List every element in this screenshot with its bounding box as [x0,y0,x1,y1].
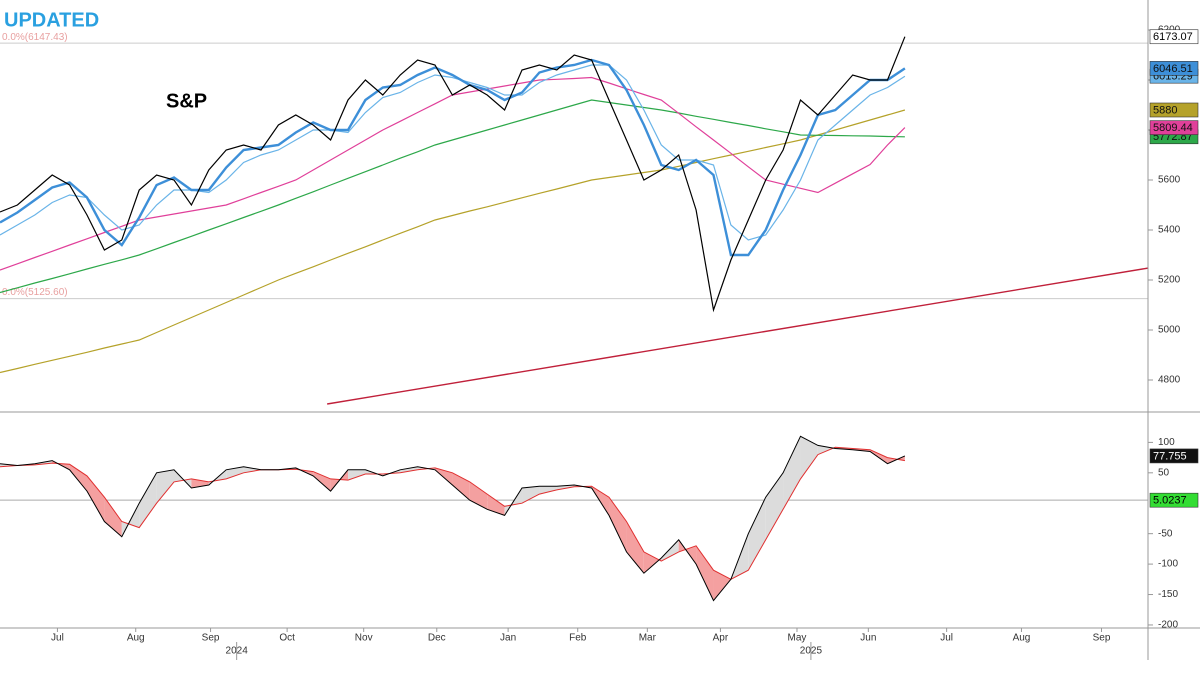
value-tag: 5809.44 [1153,122,1193,134]
osc-fill [313,471,331,492]
osc-line [0,446,905,580]
x-tick-label: Mar [639,633,657,644]
chart-title: UPDATED [4,9,99,31]
x-tick-label: May [788,633,807,644]
osc-fill [69,464,88,492]
x-tick-label: Jul [51,633,64,644]
value-tag-box [1149,102,1199,118]
price-line [0,109,906,374]
marks-layer [0,36,1149,602]
chart-subtitle: S&P [166,90,207,112]
osc-line [0,435,906,602]
osc-fill [87,475,105,522]
value-tag-box [1149,61,1199,76]
osc-tick-label: 100 [1158,437,1175,448]
value-tag-box [1149,448,1199,464]
x-tick-label: Oct [279,633,295,644]
osc-fill [643,551,662,574]
level-label: 0.0%(5125.60) [2,287,68,298]
x-tick-label: Sep [1093,633,1111,644]
x-tick-label: Aug [127,633,145,644]
y-tick-label: 5200 [1158,275,1181,286]
price-line [0,58,906,257]
osc-fill [487,494,505,516]
osc-tick-label: -200 [1158,620,1178,631]
osc-fill [713,570,731,601]
trendline [327,267,1149,405]
x-tick-label: Dec [428,633,446,644]
y-tick-label: 5600 [1158,175,1181,186]
x-tick-label: Sep [202,633,220,644]
osc-fill [748,497,766,571]
x-tick-label: Feb [569,633,587,644]
osc-fill [400,466,418,473]
osc-fill [800,436,818,479]
grid-layer: Jul Aug Sep Oct Nov Dec Jan Feb Mar Apr May Jun Jul A… [0,25,1181,660]
osc-fill [348,469,366,481]
osc-tick-label: -150 [1158,589,1178,600]
y-tick-label: 5400 [1158,225,1181,236]
value-tag: 6046.51 [1153,63,1193,75]
osc-tick-label: -100 [1158,559,1178,570]
osc-fill [522,486,540,504]
y-tick-label: 4800 [1158,375,1181,386]
x-tick-label: Aug [1013,633,1031,644]
osc-fill [156,469,175,504]
level-label: 0.0%(6147.43) [2,32,68,43]
x-tick-label: Nov [355,633,373,644]
value-tag-box [1149,120,1199,135]
price-line [0,99,905,294]
osc-fill [539,486,557,495]
value-tag-box [1149,29,1199,45]
osc-fill [191,478,209,489]
value-tag: 6173.07 [1153,31,1193,43]
osc-fill [139,472,157,528]
tags-layer: 58805772.875809.446015.296046.516173.075… [1149,29,1199,508]
value-tag: 5880 [1153,104,1177,116]
y-tick-label: 5000 [1158,325,1181,336]
price-line [0,64,906,241]
x-tick-label: Jul [940,633,953,644]
osc-fill [104,497,122,537]
osc-fill [226,466,244,479]
value-tag-box [1149,492,1199,508]
x-tick-label: Apr [713,633,729,644]
osc-fill [696,545,714,601]
value-tag: 5.0237 [1153,495,1187,507]
osc-fill [243,466,262,473]
osc-fill [783,436,801,510]
osc-tick-label: -50 [1158,528,1173,539]
value-tag: 77.755 [1153,450,1187,462]
osc-fill [626,521,644,574]
x-tick-label: Jun [860,633,876,644]
osc-tick-label: 50 [1158,467,1170,478]
osc-fill [609,497,627,552]
osc-fill [765,472,784,540]
price-line [0,36,906,313]
x-tick-label: Jan [500,633,516,644]
